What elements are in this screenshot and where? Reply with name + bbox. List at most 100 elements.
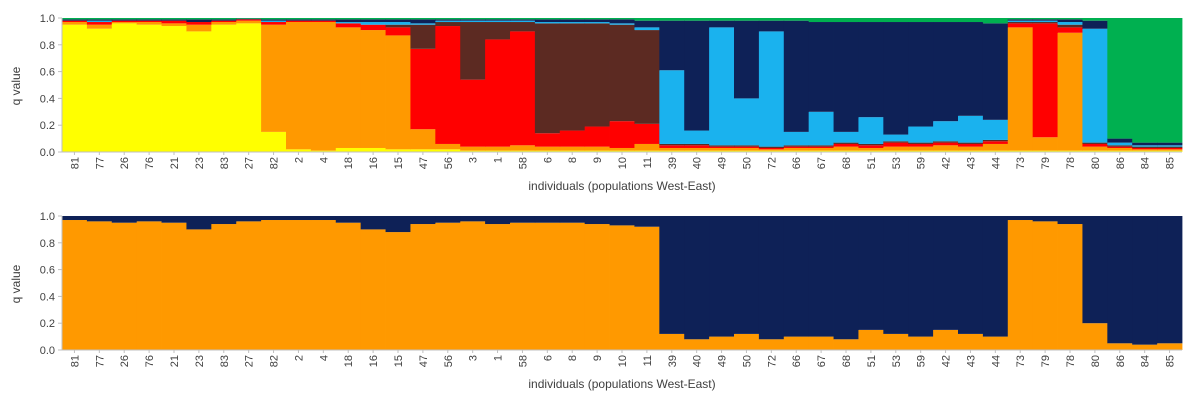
- bar-44-K5: [982, 119, 1009, 140]
- bar-79-K4: [1032, 22, 1058, 24]
- x-tick-label-50: 50: [741, 355, 753, 367]
- x-tick-label-77: 77: [94, 355, 106, 367]
- bar-10-K2: [609, 147, 635, 151]
- x-tick-label-39: 39: [667, 157, 679, 169]
- bar-39-K2: [659, 147, 685, 151]
- bar-58-K2: [510, 145, 536, 151]
- bar-51-K2: [858, 147, 884, 151]
- bar-81-K1: [62, 220, 88, 350]
- bar-8-K1: [559, 150, 586, 152]
- bar-27-K2: [236, 20, 262, 24]
- bar-59-K4: [908, 142, 934, 144]
- bar-56-K1: [435, 222, 461, 350]
- bar-11-K6: [634, 20, 660, 28]
- bar-78-K2: [1057, 216, 1083, 225]
- y-tick-label: 1.0: [40, 13, 55, 25]
- bar-2-K2: [286, 22, 312, 150]
- bar-15-K4: [385, 24, 411, 28]
- x-tick-label-49: 49: [717, 157, 729, 169]
- bar-80-K4: [1082, 142, 1108, 144]
- bar-51-K3: [858, 145, 884, 148]
- x-tick-label-1: 1: [493, 355, 505, 361]
- bar-18-K5: [335, 22, 362, 24]
- bar-72-K7: [758, 18, 785, 21]
- bar-78-K7: [1057, 18, 1083, 20]
- bar-8-K1: [559, 222, 586, 350]
- x-tick-label-26: 26: [119, 157, 131, 169]
- bar-73-K5: [1007, 20, 1034, 23]
- bar-9-K2: [584, 216, 610, 225]
- bar-51-K1: [858, 150, 884, 152]
- bar-58-K3: [510, 31, 536, 146]
- bar-86-K2: [1107, 147, 1133, 151]
- x-tick-label-43: 43: [965, 355, 977, 367]
- bar-3-K5: [460, 20, 486, 23]
- bar-67-K2: [808, 216, 834, 337]
- bar-1-K6: [485, 19, 511, 21]
- bar-50-K3: [734, 146, 760, 148]
- bar-47-K3: [410, 48, 436, 130]
- bar-82-K1: [261, 131, 287, 152]
- bar-21-K2: [161, 216, 187, 223]
- bar-79-K2: [1032, 137, 1058, 151]
- bar-26-K2: [111, 22, 138, 24]
- bar-84-K2: [1132, 216, 1158, 345]
- bar-15-K5: [385, 22, 411, 25]
- x-tick-label-56: 56: [443, 157, 455, 169]
- bar-78-K5: [1057, 22, 1083, 25]
- bar-43-K5: [958, 115, 984, 143]
- bar-4-K3: [310, 20, 337, 23]
- bar-21-K7: [161, 18, 187, 20]
- bar-49-K5: [709, 27, 735, 146]
- bar-8-K7: [559, 18, 586, 20]
- bar-84-K5: [1132, 145, 1158, 147]
- bar-68-K5: [833, 131, 859, 143]
- bar-3-K6: [460, 19, 486, 21]
- x-tick-label-16: 16: [368, 157, 380, 169]
- bar-84-K7: [1132, 18, 1158, 143]
- bar-66-K3: [783, 146, 810, 148]
- bar-49-K1: [709, 150, 735, 152]
- axes-top: 0.00.20.40.60.81.081 77 26 76 21 23 83 27 82 2 4 18…: [40, 13, 1182, 169]
- bar-47-K4: [410, 24, 436, 49]
- x-tick-label-47: 47: [418, 157, 430, 169]
- bar-6-K2: [534, 216, 561, 223]
- bar-77-K6: [86, 19, 113, 21]
- bar-40-K2: [684, 147, 710, 151]
- bar-80-K3: [1082, 143, 1108, 147]
- bar-51-K2: [858, 216, 884, 330]
- axes-bottom: 0.00.20.40.60.81.081 77 26 76 21 23 83 27 82 2 4 18…: [40, 211, 1182, 367]
- bar-6-K5: [534, 22, 561, 24]
- bar-50-K1: [734, 333, 760, 350]
- bar-10-K4: [609, 24, 635, 122]
- bar-18-K7: [335, 18, 362, 20]
- x-tick-label-77: 77: [94, 157, 106, 169]
- bar-15-K1: [385, 149, 411, 152]
- bar-11-K5: [634, 27, 660, 31]
- bar-72-K6: [758, 20, 785, 32]
- bar-50-K6: [734, 20, 760, 99]
- x-tick-label-39: 39: [667, 355, 679, 367]
- bar-26-K3: [111, 20, 138, 23]
- y-tick-label: 0.2: [40, 318, 55, 330]
- x-tick-label-44: 44: [990, 355, 1002, 367]
- x-tick-label-40: 40: [692, 157, 704, 169]
- x-tick-label-21: 21: [169, 355, 181, 367]
- bar-44-K6: [982, 23, 1009, 120]
- bar-82-K6: [261, 19, 287, 21]
- bar-27-K2: [236, 216, 262, 222]
- bar-76-K3: [136, 20, 162, 23]
- bar-58-K1: [510, 222, 536, 350]
- bar-73-K1: [1007, 220, 1034, 350]
- bar-68-K6: [833, 22, 859, 132]
- x-tick-label-8: 8: [567, 157, 579, 163]
- bar-39-K4: [659, 143, 685, 146]
- bar-16-K3: [360, 24, 386, 31]
- x-tick-label-86: 86: [1115, 355, 1127, 367]
- bar-2-K1: [286, 220, 312, 350]
- bar-53-K6: [883, 22, 909, 135]
- bar-66-K1: [783, 336, 810, 350]
- x-tick-label-23: 23: [194, 157, 206, 169]
- bar-1-K4: [485, 22, 511, 40]
- bar-79-K1: [1032, 221, 1058, 350]
